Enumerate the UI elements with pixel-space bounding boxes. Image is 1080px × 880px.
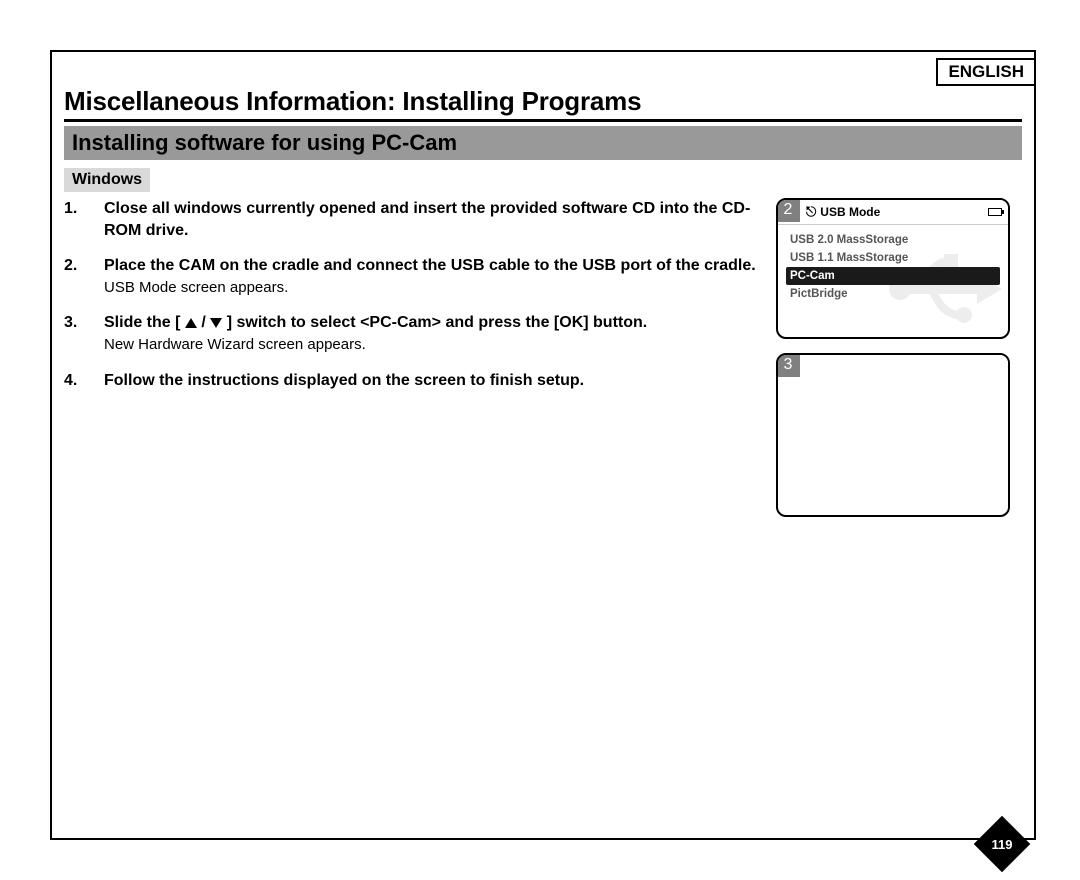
step-number: 4. — [64, 370, 77, 392]
step-text: Close all windows currently opened and i… — [104, 200, 750, 239]
wizard-screen: 3 — [776, 353, 1010, 517]
steps-list: 1. Close all windows currently opened an… — [64, 198, 766, 391]
menu-item: USB 1.1 MassStorage — [786, 249, 1000, 267]
menu-area: USB 2.0 MassStorageUSB 1.1 MassStoragePC… — [778, 225, 1008, 337]
section-title: Installing software for using PC-Cam — [64, 126, 1022, 160]
step-2: 2. Place the CAM on the cradle and conne… — [64, 255, 766, 298]
step-3: 3. Slide the [ / ] switch to select <PC-… — [64, 312, 766, 355]
menu-item: USB 2.0 MassStorage — [786, 231, 1000, 249]
instructions-column: 1. Close all windows currently opened an… — [64, 198, 776, 531]
language-label: ENGLISH — [936, 58, 1036, 86]
step-note: New Hardware Wizard screen appears. — [104, 336, 366, 353]
step-number: 2. — [64, 255, 77, 277]
screen-number-badge: 3 — [776, 353, 800, 377]
menu-item: PictBridge — [786, 285, 1000, 303]
arrow-up-icon — [185, 318, 197, 328]
screen-header-title: USB Mode — [820, 205, 880, 219]
arrow-down-icon — [210, 318, 222, 328]
step-text: Follow the instructions displayed on the… — [104, 372, 584, 389]
step-note: USB Mode screen appears. — [104, 279, 288, 296]
page-number-text: 119 — [982, 824, 1022, 864]
step-number: 3. — [64, 312, 77, 334]
step-text: Place the CAM on the cradle and connect … — [104, 257, 756, 274]
menu-item: PC-Cam — [786, 267, 1000, 285]
usb-mode-screen: 2 ⎋ USB Mode — [776, 198, 1010, 339]
usb-icon: ⎋ — [806, 204, 816, 220]
battery-icon — [988, 208, 1002, 216]
step-4: 4. Follow the instructions displayed on … — [64, 370, 766, 392]
screenshots-column: 2 ⎋ USB Mode — [776, 198, 1022, 531]
page-title: Miscellaneous Information: Installing Pr… — [64, 86, 1022, 122]
step-text: Slide the [ / ] switch to select <PC-Cam… — [104, 314, 647, 331]
content-area: Miscellaneous Information: Installing Pr… — [64, 86, 1022, 531]
os-label: Windows — [64, 168, 150, 192]
screen-number-badge: 2 — [776, 198, 800, 222]
page-number: 119 — [982, 824, 1022, 864]
screen-header: ⎋ USB Mode — [778, 200, 1008, 225]
step-1: 1. Close all windows currently opened an… — [64, 198, 766, 241]
step-number: 1. — [64, 198, 77, 220]
